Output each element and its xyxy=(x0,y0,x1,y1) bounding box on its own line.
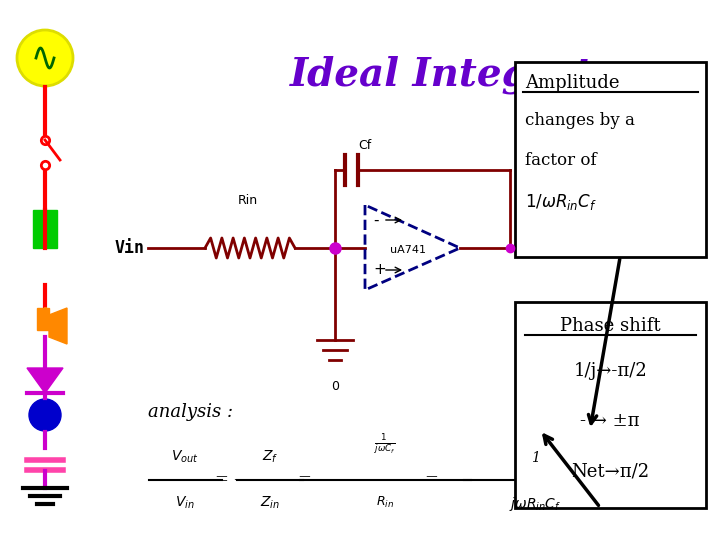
Text: $V_{in}$: $V_{in}$ xyxy=(175,495,195,511)
Circle shape xyxy=(17,30,73,86)
Text: -: - xyxy=(373,213,379,227)
Text: = -: = - xyxy=(425,471,450,489)
Text: Ideal Integrator: Ideal Integrator xyxy=(290,55,640,93)
Text: = -: = - xyxy=(298,471,323,489)
Text: 1/j→-π/2: 1/j→-π/2 xyxy=(573,362,647,380)
Text: $\frac{1}{j\omega C_f}$: $\frac{1}{j\omega C_f}$ xyxy=(374,433,396,457)
Text: analysis :: analysis : xyxy=(148,403,233,421)
Text: Cf: Cf xyxy=(359,139,372,152)
Bar xyxy=(515,302,706,508)
Text: - → ±π: - → ±π xyxy=(580,413,640,430)
Text: $Z_f$: $Z_f$ xyxy=(262,449,278,465)
Text: $V_{out}$: $V_{out}$ xyxy=(171,449,199,465)
Text: uA741: uA741 xyxy=(390,245,426,255)
Bar xyxy=(37,308,49,330)
Text: $R_{in}$: $R_{in}$ xyxy=(376,495,394,510)
Polygon shape xyxy=(49,308,67,344)
Text: $j\omega R_{in}C_f$: $j\omega R_{in}C_f$ xyxy=(509,495,561,513)
Text: +: + xyxy=(373,262,386,278)
Text: 0: 0 xyxy=(331,380,339,393)
Text: $Z_{in}$: $Z_{in}$ xyxy=(260,495,280,511)
Text: Vout: Vout xyxy=(525,239,565,257)
Text: Amplitude: Amplitude xyxy=(525,74,619,92)
Text: Phase shift: Phase shift xyxy=(560,318,660,335)
Text: factor of: factor of xyxy=(525,152,596,169)
Text: changes by a: changes by a xyxy=(525,112,634,129)
Text: Rin: Rin xyxy=(238,194,258,207)
Text: Vin: Vin xyxy=(115,239,145,257)
Circle shape xyxy=(29,399,61,431)
Polygon shape xyxy=(27,368,63,393)
Text: = -: = - xyxy=(215,471,240,489)
Text: Net→π/2: Net→π/2 xyxy=(571,462,649,481)
Bar xyxy=(33,210,57,248)
Text: 1: 1 xyxy=(531,451,539,465)
Bar xyxy=(515,62,706,256)
Text: $1/\omega R_{in}C_f$: $1/\omega R_{in}C_f$ xyxy=(525,192,597,212)
